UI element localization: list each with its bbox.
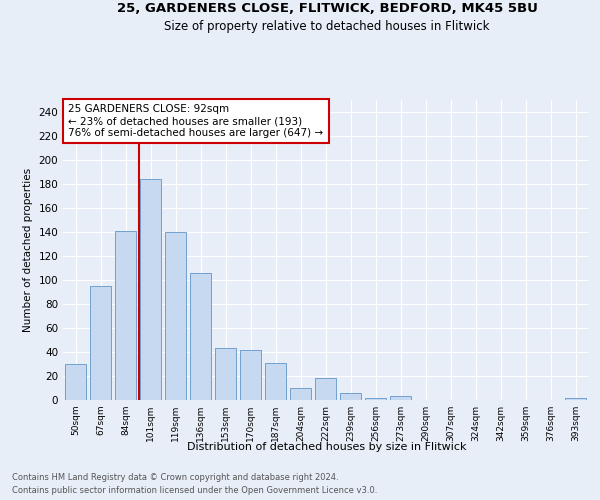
Bar (65, 364, 86, 400)
Bar (90, 286, 111, 400)
Bar (390, 396, 411, 400)
Y-axis label: Number of detached properties: Number of detached properties (23, 168, 33, 332)
Text: 25, GARDENERS CLOSE, FLITWICK, BEDFORD, MK45 5BU: 25, GARDENERS CLOSE, FLITWICK, BEDFORD, … (116, 2, 538, 16)
Text: Size of property relative to detached houses in Flitwick: Size of property relative to detached ho… (164, 20, 490, 33)
Text: Contains HM Land Registry data © Crown copyright and database right 2024.: Contains HM Land Registry data © Crown c… (12, 472, 338, 482)
Text: 25 GARDENERS CLOSE: 92sqm
← 23% of detached houses are smaller (193)
76% of semi: 25 GARDENERS CLOSE: 92sqm ← 23% of detac… (68, 104, 323, 138)
Bar (315, 378, 336, 400)
Bar (215, 348, 236, 400)
Bar (340, 393, 361, 400)
Bar (365, 398, 386, 400)
Text: Distribution of detached houses by size in Flitwick: Distribution of detached houses by size … (187, 442, 467, 452)
Bar (190, 273, 211, 400)
Bar (165, 232, 186, 400)
Text: Contains public sector information licensed under the Open Government Licence v3: Contains public sector information licen… (12, 486, 377, 495)
Bar (565, 398, 586, 400)
Bar (290, 388, 311, 400)
Bar (115, 231, 136, 400)
Bar (265, 363, 286, 400)
Bar (240, 350, 261, 400)
Bar (140, 179, 161, 400)
